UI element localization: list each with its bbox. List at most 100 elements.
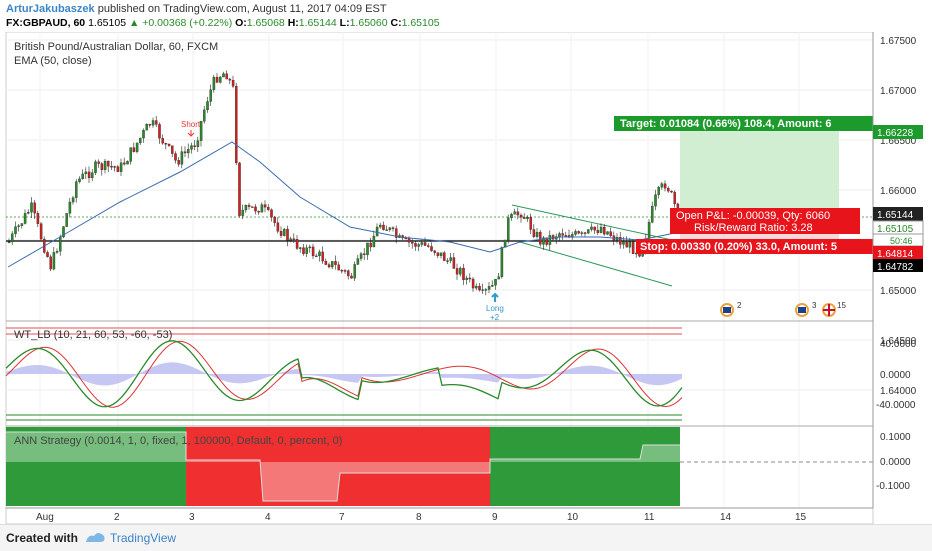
candle-body [340,269,344,272]
candle-body [651,205,654,223]
candle-body [123,162,126,165]
chart-header: ArturJakubaszek published on TradingView… [0,0,932,32]
candle-body [372,235,376,248]
candle-body [299,247,302,249]
candle-body [481,289,484,291]
candle-body [148,124,152,126]
author-link[interactable]: ArturJakubaszek [6,3,95,15]
candle-body [292,238,296,240]
candle-body [449,257,452,261]
short-marker[interactable]: Short [181,120,201,137]
osc-axis-40: 40.0000 [880,339,917,350]
candle-body [676,203,680,208]
candle-body [443,252,446,261]
candle-body [471,278,475,289]
candle-body [583,232,587,234]
quote-line: FX:GBPAUD, 60 1.65105 ▲ +0.00368 (+0.22%… [6,17,440,29]
chart-canvas[interactable]: British Pound/Australian Dollar, 60, FXC… [0,32,932,524]
candles [7,70,680,296]
candle-body [673,191,676,205]
symbol-label: FX:GBPAUD, 60 [6,17,86,29]
candle-body [270,209,273,218]
close-value: 1.65105 [401,17,440,29]
time-axis[interactable]: Aug 2 3 4 7 8 9 10 11 14 15 [6,507,873,523]
candle-body [228,78,232,81]
stop-label-box[interactable]: Stop: 0.00330 (0.20%) 33.0, Amount: 5 [636,239,873,254]
gb-flag-cross [823,304,835,316]
candle-body [388,227,392,230]
open-value: 1.65068 [246,17,285,29]
candle-body [139,137,142,144]
candle-body [494,278,497,286]
candle-body [411,242,414,244]
candle-body [379,224,382,228]
event-icons[interactable]: 2 3 15 [720,301,846,317]
candle-body [455,268,459,275]
candle-body [251,206,254,208]
channel-upper[interactable] [511,204,673,241]
candle-body [375,226,379,237]
candle-body [212,76,216,90]
ema-line [7,141,681,268]
candle-body [670,190,673,193]
strategy-pane[interactable]: ANN Strategy (0.0014, 1, 0, fixed, 1, 10… [6,427,873,506]
candle-body [75,181,78,198]
candle-body [107,160,110,167]
candle-body [311,246,315,257]
candle-body [302,247,305,254]
candle-body [407,238,411,243]
long-marker[interactable]: Long +2 [486,292,504,322]
price-axis-label: 1.66000 [880,186,917,197]
pnl-box[interactable]: Open P&L: -0.00039, Qty: 6060 Risk/Rewar… [670,208,860,234]
candle-body [564,235,568,237]
candle-body [142,130,145,139]
candle-body [654,194,657,207]
target-label-box[interactable]: Target: 0.01084 (0.66%) 108.4, Amount: 6 [614,116,873,131]
pnl-bg [670,208,860,234]
candle-body [625,241,628,248]
candle-body [631,241,635,254]
published-text: published on TradingView.com, August 11,… [97,3,387,15]
oscillator-pane[interactable]: WT_LB (10, 21, 60, 53, -60, -53) [5,327,683,421]
candle-body [561,233,564,236]
candle-body [257,210,260,213]
candle-body [215,76,219,83]
candle-body [84,171,88,175]
candle-body [180,151,184,165]
candle-body [523,217,526,219]
close-price-value: 1.65105 [877,224,914,235]
au-flag-fill-2 [798,307,806,313]
change-label: +0.00368 (+0.22%) [142,17,233,29]
candle-body [516,211,520,216]
candle-body [87,171,91,179]
candle-body [580,232,584,234]
candle-body [462,267,465,281]
short-arrow-icon [187,130,195,137]
candle-body [14,226,17,234]
brand-link[interactable]: TradingView [110,531,177,545]
candle-body [46,252,49,257]
price-axis-label: 1.67000 [880,86,917,97]
tradingview-logo-icon[interactable] [84,530,106,544]
channel-lower[interactable] [519,241,673,287]
candle-body [276,222,280,232]
candle-body [545,237,548,245]
candle-body [590,226,593,230]
candle-body [260,204,264,213]
candle-body [167,143,171,146]
price-axis[interactable]: 1.675001.670001.665001.660001.655001.650… [872,32,924,508]
candle-body [318,251,321,257]
candle-body [155,120,158,125]
candle-body [68,201,72,214]
long-qty: +2 [490,313,500,322]
candle-body [283,228,286,236]
countdown-value: 50:46 [890,236,913,246]
candle-body [247,205,251,207]
candle-body [71,197,75,203]
candle-body [628,241,632,248]
candle-body [187,149,190,154]
strategy-title: ANN Strategy (0.0014, 1, 0, fixed, 1, 10… [14,435,342,447]
long-label: Long [486,304,504,313]
candle-body [241,209,244,216]
candle-body [244,205,248,211]
